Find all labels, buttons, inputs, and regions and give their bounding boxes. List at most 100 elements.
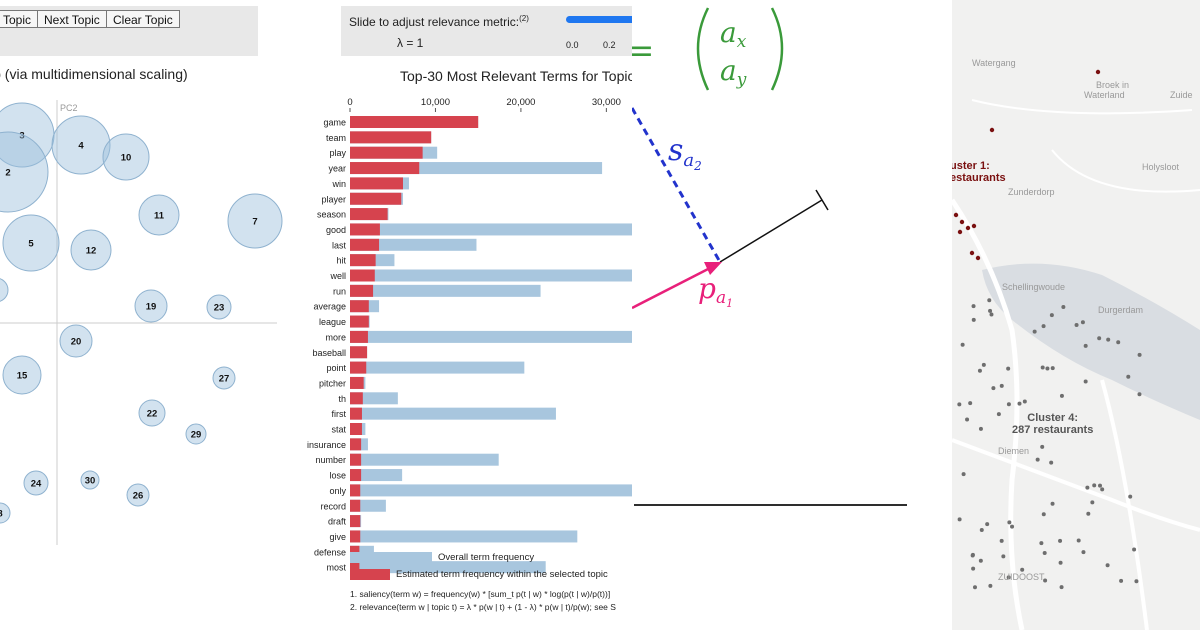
- bar-estimated-well[interactable]: [350, 269, 375, 282]
- term-label-team[interactable]: team: [326, 133, 346, 143]
- bar-estimated-average[interactable]: [350, 300, 369, 313]
- bar-overall-more[interactable]: [350, 330, 632, 343]
- bar-overall-first[interactable]: [350, 407, 556, 420]
- term-label-th[interactable]: th: [338, 394, 346, 404]
- bar-estimated-defense[interactable]: [350, 545, 360, 558]
- relevant-terms-panel: Slide to adjust relevance metric:(2) λ =…: [300, 0, 632, 630]
- clear-topic-button[interactable]: Clear Topic: [106, 10, 180, 28]
- bar-overall-most[interactable]: [350, 561, 546, 574]
- topic-circle-22[interactable]: [138, 399, 166, 427]
- topic-circle-10[interactable]: [102, 133, 150, 181]
- map-canvas[interactable]: [952, 0, 1200, 630]
- bar-estimated-pitcher[interactable]: [350, 376, 364, 389]
- bar-estimated-lose[interactable]: [350, 469, 362, 482]
- term-label-stat[interactable]: stat: [331, 425, 346, 435]
- topic-circle-11[interactable]: [138, 194, 180, 236]
- topic-circle-2[interactable]: [0, 131, 49, 213]
- topic-circle-partial[interactable]: [0, 278, 9, 302]
- bar-estimated-game[interactable]: [350, 116, 479, 128]
- bar-estimated-number[interactable]: [350, 453, 362, 466]
- bar-estimated-last[interactable]: [350, 238, 380, 251]
- bar-estimated-year[interactable]: [350, 162, 420, 175]
- term-label-year[interactable]: year: [328, 164, 346, 174]
- bar-overall-number[interactable]: [350, 453, 499, 466]
- bar-overall-point[interactable]: [350, 361, 525, 374]
- bar-estimated-good[interactable]: [350, 223, 380, 236]
- term-label-more[interactable]: more: [325, 332, 346, 342]
- topic-circle-7[interactable]: [227, 193, 283, 249]
- bar-estimated-insurance[interactable]: [350, 438, 362, 451]
- term-label-average[interactable]: average: [313, 302, 346, 312]
- term-label-last[interactable]: last: [332, 240, 347, 250]
- bar-estimated-th[interactable]: [350, 392, 363, 405]
- bar-estimated-most[interactable]: [350, 561, 360, 574]
- cluster-4-label: Cluster 4: 287 restaurants: [1012, 412, 1093, 436]
- topic-circle-12[interactable]: [70, 229, 112, 271]
- bar-estimated-player[interactable]: [350, 192, 402, 205]
- bar-estimated-league[interactable]: [350, 315, 369, 328]
- topic-circle-19[interactable]: [134, 289, 168, 323]
- term-label-hit[interactable]: hit: [336, 256, 346, 266]
- term-label-pitcher[interactable]: pitcher: [319, 378, 346, 388]
- term-label-defense[interactable]: defense: [314, 547, 346, 557]
- term-label-point[interactable]: point: [326, 363, 346, 373]
- bar-estimated-baseball[interactable]: [350, 346, 368, 359]
- bar-estimated-give[interactable]: [350, 530, 361, 543]
- bar-estimated-point[interactable]: [350, 361, 367, 374]
- topic-circle-27[interactable]: [212, 366, 236, 390]
- bar-overall-only[interactable]: [350, 484, 632, 497]
- term-label-number[interactable]: number: [315, 455, 346, 465]
- lambda-slider[interactable]: [566, 16, 632, 23]
- term-label-give[interactable]: give: [329, 532, 346, 542]
- bar-estimated-more[interactable]: [350, 330, 368, 343]
- bar-estimated-play[interactable]: [350, 146, 423, 159]
- term-label-play[interactable]: play: [329, 148, 346, 158]
- topic-circle-8[interactable]: [0, 502, 11, 524]
- restaurant-point-cluster-4: [957, 402, 962, 407]
- term-label-lose[interactable]: lose: [329, 471, 346, 481]
- topic-circle-30[interactable]: [80, 470, 100, 490]
- topic-circle-20[interactable]: [59, 324, 93, 358]
- topic-circle-5[interactable]: [2, 214, 60, 272]
- term-label-insurance[interactable]: insurance: [307, 440, 346, 450]
- bar-overall-run[interactable]: [350, 284, 541, 297]
- term-label-good[interactable]: good: [326, 225, 346, 235]
- term-label-first[interactable]: first: [332, 409, 347, 419]
- term-label-game[interactable]: game: [323, 118, 346, 128]
- term-label-most[interactable]: most: [326, 563, 346, 573]
- term-label-league[interactable]: league: [319, 317, 346, 327]
- bar-estimated-draft[interactable]: [350, 515, 361, 528]
- term-label-record[interactable]: record: [320, 501, 346, 511]
- topic-circle-4[interactable]: [51, 115, 111, 175]
- term-label-well[interactable]: well: [329, 271, 346, 281]
- bar-estimated-first[interactable]: [350, 407, 362, 420]
- bar-estimated-season[interactable]: [350, 208, 388, 221]
- next-topic-button[interactable]: Next Topic: [37, 10, 107, 28]
- bar-estimated-stat[interactable]: [350, 423, 362, 435]
- bar-estimated-only[interactable]: [350, 484, 361, 497]
- topic-circle-26[interactable]: [126, 483, 150, 507]
- bar-overall-well[interactable]: [350, 269, 632, 282]
- topic-circle-29[interactable]: [185, 423, 207, 445]
- bar-estimated-hit[interactable]: [350, 254, 376, 267]
- bar-overall-good[interactable]: [350, 223, 632, 236]
- term-label-player[interactable]: player: [321, 194, 346, 204]
- restaurant-point-cluster-4: [971, 304, 976, 309]
- term-label-only[interactable]: only: [329, 486, 346, 496]
- topic-circle-24[interactable]: [23, 470, 49, 496]
- term-label-draft[interactable]: draft: [328, 517, 347, 527]
- bar-estimated-team[interactable]: [350, 131, 432, 144]
- term-label-baseball[interactable]: baseball: [312, 348, 346, 358]
- term-label-win[interactable]: win: [331, 179, 346, 189]
- bar-estimated-win[interactable]: [350, 177, 403, 190]
- term-label-run[interactable]: run: [333, 286, 346, 296]
- bar-overall-give[interactable]: [350, 530, 578, 543]
- topic-circle-15[interactable]: [2, 355, 42, 395]
- bar-estimated-run[interactable]: [350, 284, 374, 297]
- topic-circle-23[interactable]: [206, 294, 232, 320]
- bar-estimated-record[interactable]: [350, 499, 361, 512]
- term-label-season[interactable]: season: [317, 210, 346, 220]
- restaurant-point-cluster-4: [972, 585, 977, 590]
- bar-overall-last[interactable]: [350, 238, 477, 251]
- bar-overall-lose[interactable]: [350, 469, 403, 482]
